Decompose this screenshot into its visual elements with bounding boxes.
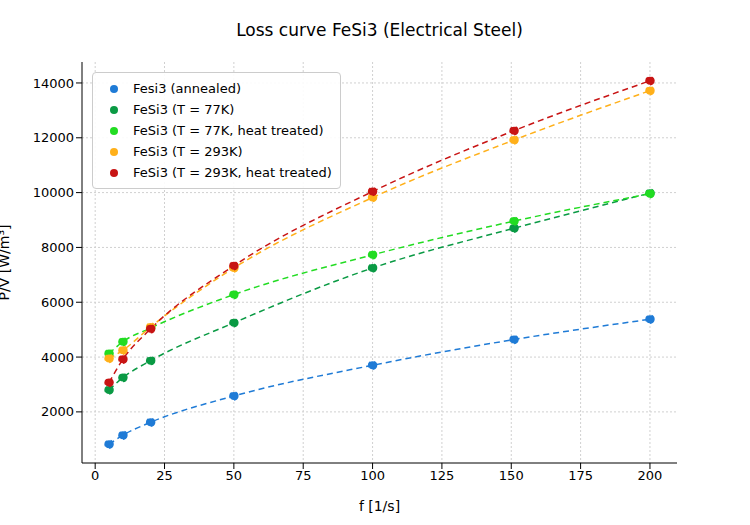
svg-text:50: 50 xyxy=(226,468,243,483)
svg-text:125: 125 xyxy=(429,468,454,483)
svg-text:4000: 4000 xyxy=(41,350,74,365)
svg-text:2000: 2000 xyxy=(41,404,74,419)
svg-text:10000: 10000 xyxy=(33,185,74,200)
svg-text:14000: 14000 xyxy=(33,76,74,91)
html-text:FeSi3 (T = 293K, heat treated): FeSi3 (T = 293K, heat treated) xyxy=(133,165,332,180)
svg-text:150: 150 xyxy=(499,468,524,483)
svg-text:0: 0 xyxy=(91,468,99,483)
html-text:Fesi3 (annealed): Fesi3 (annealed) xyxy=(133,81,241,96)
html-text:FeSi3 (T = 77K): FeSi3 (T = 77K) xyxy=(133,102,235,117)
svg-text:175: 175 xyxy=(568,468,593,483)
html-text:Loss curve FeSi3 (Electrical S: Loss curve FeSi3 (Electrical Steel) xyxy=(236,20,523,40)
svg-text:f [1/s]: f [1/s] xyxy=(359,498,400,514)
svg-text:P/V [W/m³]: P/V [W/m³] xyxy=(8,225,12,301)
html-text:FeSi3 (T = 77K, heat treated): FeSi3 (T = 77K, heat treated) xyxy=(133,123,324,138)
svg-text:25: 25 xyxy=(156,468,173,483)
svg-text:12000: 12000 xyxy=(33,130,74,145)
svg-text:6000: 6000 xyxy=(41,295,74,310)
svg-text:200: 200 xyxy=(638,468,663,483)
html-text:FeSi3 (T = 293K): FeSi3 (T = 293K) xyxy=(133,144,243,159)
svg-text:75: 75 xyxy=(295,468,312,483)
svg-text:100: 100 xyxy=(360,468,385,483)
svg-text:8000: 8000 xyxy=(41,240,74,255)
